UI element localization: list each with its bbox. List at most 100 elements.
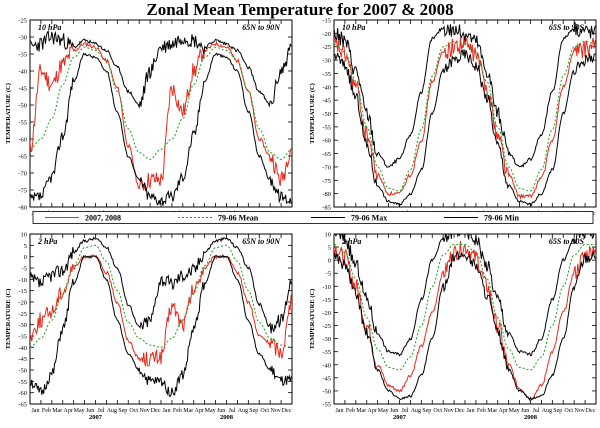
y-tick-label: 5 <box>328 245 331 252</box>
series-min-line <box>334 250 596 401</box>
x-tick-label: Jan <box>335 408 343 414</box>
series-max-line <box>30 236 292 334</box>
y-tick-label: -15 <box>18 288 27 295</box>
y-tick-label: -80 <box>322 191 331 198</box>
y-tick-label: -75 <box>322 178 331 185</box>
pressure-label: 2 hPa <box>37 237 57 246</box>
main-title: Zonal Mean Temperature for 2007 & 2008 <box>146 0 454 19</box>
series-mean-line <box>30 244 292 348</box>
series-group <box>334 234 596 401</box>
y-tick-label: -45 <box>322 375 331 382</box>
x-tick-label: Jun <box>390 408 398 414</box>
x-tick-label: Jul <box>228 408 235 414</box>
x-tick-label: Sep <box>553 408 562 414</box>
y-tick-label: -10 <box>18 277 27 284</box>
x-tick-label: Jul <box>401 408 408 414</box>
y-tick-label: -45 <box>322 98 331 105</box>
x-tick-label: Oct <box>129 408 138 414</box>
region-label: 65S to 90S <box>549 23 585 32</box>
y-tick-label: 0 <box>328 258 331 265</box>
y-tick-label: -40 <box>18 345 27 352</box>
y-tick-label: -40 <box>18 69 27 76</box>
x-tick-label: Apr <box>64 408 73 414</box>
x-tick-label: Jan <box>466 408 474 414</box>
x-tick-label: May <box>74 408 85 414</box>
y-tick-label: -80 <box>18 205 27 212</box>
y-tick-label: -15 <box>322 18 331 25</box>
series-group <box>334 22 596 207</box>
chart-panel-3: -65-60-55-50-45-40-35-30-25-20-15-10-505… <box>5 232 293 421</box>
x-tick-label: Jan <box>162 408 170 414</box>
x-tick-label: Apr <box>499 408 508 414</box>
y-tick-label: -40 <box>322 84 331 91</box>
y-tick-label: 10 <box>325 232 332 239</box>
legend-label-4: 79-06 Min <box>484 214 519 223</box>
region-label: 65S to 90S <box>549 237 585 246</box>
x-tick-label: Dec <box>455 408 465 414</box>
x-tick-label: Apr <box>195 408 204 414</box>
series-max-line <box>30 29 292 109</box>
x-tick-label: Nov <box>443 408 453 414</box>
y-tick-label: -65 <box>18 154 27 161</box>
series-2007-2008-line <box>334 35 596 201</box>
x-tick-label: Nov <box>139 408 149 414</box>
year-label: 2008 <box>220 414 234 421</box>
y-tick-label: -35 <box>18 334 27 341</box>
series-mean-line <box>334 243 596 371</box>
y-tick-label: -50 <box>18 368 27 375</box>
y-tick-label: 5 <box>24 243 27 250</box>
y-axis-label: TEMPERATURE (C) <box>309 83 316 144</box>
series-max-line <box>334 234 595 357</box>
x-tick-label: May <box>378 408 389 414</box>
y-tick-label: -10 <box>322 284 331 291</box>
x-tick-label: Aug <box>411 408 421 414</box>
x-tick-label: Mar <box>487 408 497 414</box>
y-tick-label: -25 <box>322 44 331 51</box>
y-axis-label: TEMPERATURE (C) <box>309 289 316 350</box>
y-tick-label: -55 <box>322 402 331 409</box>
series-min-line <box>30 254 292 398</box>
x-tick-label: Aug <box>542 408 552 414</box>
y-tick-label: -35 <box>322 349 331 356</box>
y-axis-label: TEMPERATURE (C) <box>5 289 12 350</box>
x-tick-label: Jun <box>521 408 529 414</box>
legend-label-2: 79-06 Mean <box>218 214 259 223</box>
y-tick-label: -55 <box>322 124 331 131</box>
y-tick-label: -25 <box>322 323 331 330</box>
x-tick-label: Aug <box>238 408 248 414</box>
y-tick-label: 10 <box>21 232 28 239</box>
series-mean-line <box>30 46 292 160</box>
legend-label-3: 79-06 Max <box>351 214 387 223</box>
y-tick-label: -20 <box>322 31 331 38</box>
x-tick-label: Dec <box>151 408 161 414</box>
x-tick-label: Aug <box>107 408 117 414</box>
series-max-line <box>334 22 596 168</box>
series-2007-2008-line <box>30 40 292 191</box>
y-tick-label: -85 <box>322 205 331 212</box>
y-tick-label: -60 <box>18 390 27 397</box>
pressure-label: 2 hPa <box>341 237 361 246</box>
plot-frame <box>333 233 597 405</box>
x-tick-label: Feb <box>346 408 355 414</box>
x-tick-label: Apr <box>368 408 377 414</box>
x-tick-label: Jun <box>217 408 225 414</box>
series-min-line <box>334 49 596 207</box>
x-tick-label: Dec <box>282 408 292 414</box>
x-tick-label: Jul <box>97 408 104 414</box>
x-tick-label: Feb <box>173 408 182 414</box>
y-tick-label: -20 <box>18 300 27 307</box>
y-tick-label: -35 <box>18 52 27 59</box>
x-tick-label: May <box>205 408 216 414</box>
y-tick-label: -15 <box>322 297 331 304</box>
x-tick-label: Jun <box>86 408 94 414</box>
year-label: 2008 <box>524 414 538 421</box>
chart-panel-2: -85 -80 -75 -70 -65 -60 -55 -50 -45 -40 -35 -30 -25 -… <box>309 18 597 224</box>
series-group <box>30 236 292 398</box>
year-label: 2007 <box>89 414 103 421</box>
x-tick-label: Sep <box>422 408 431 414</box>
x-tick-label: Mar <box>183 408 193 414</box>
y-tick-label: -70 <box>18 171 27 178</box>
x-tick-label: Feb <box>477 408 486 414</box>
y-tick-label: -30 <box>322 58 331 65</box>
